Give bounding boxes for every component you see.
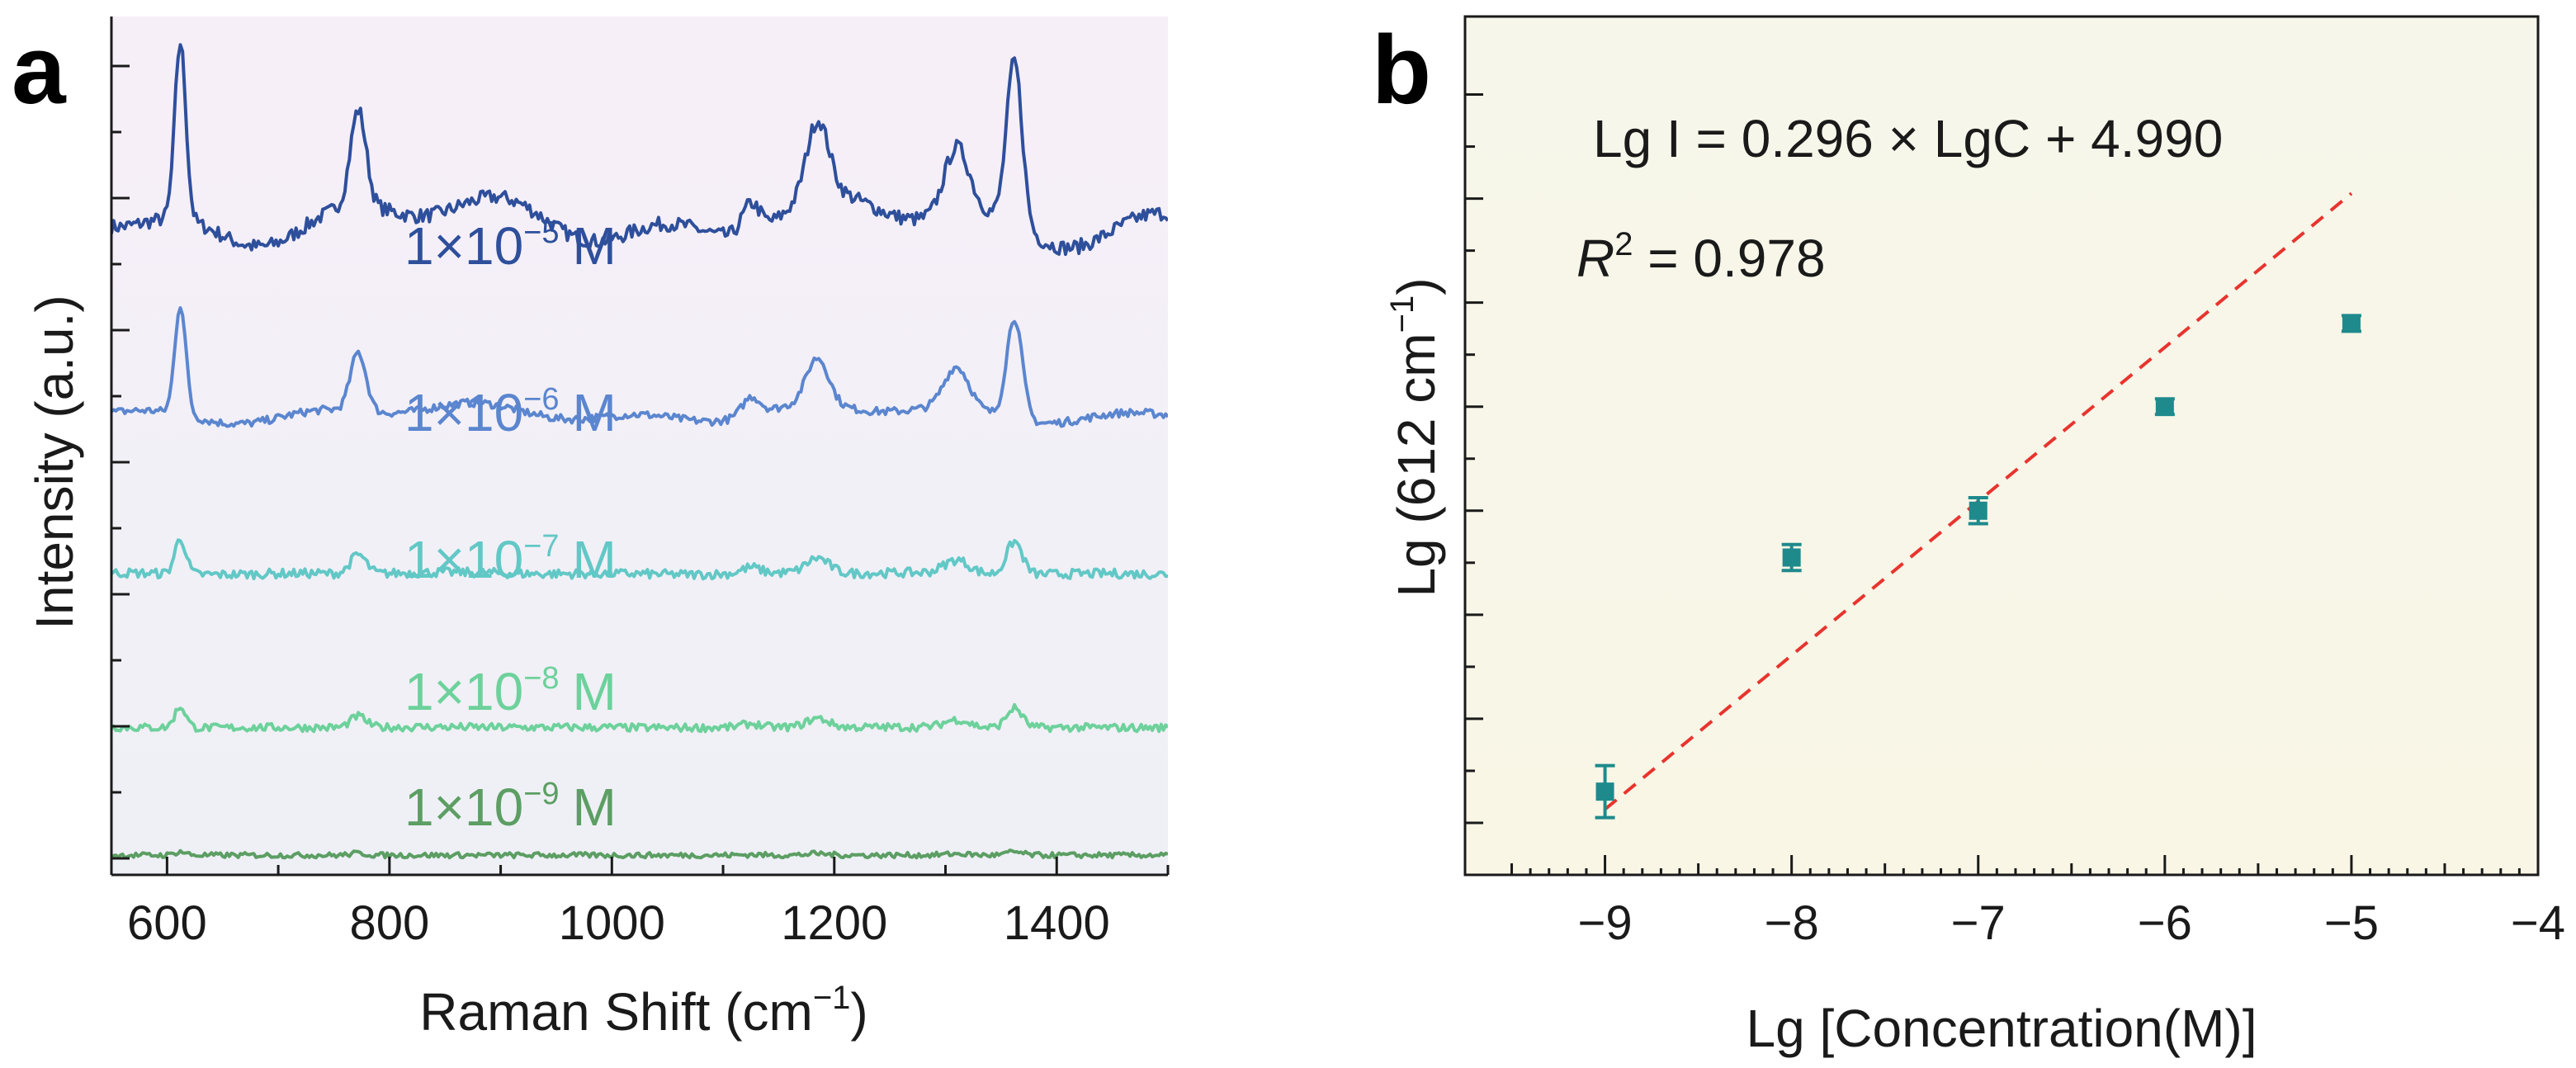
x-tick-label: −4 [2511,896,2565,950]
data-marker [1782,548,1801,567]
data-marker [2155,397,2174,416]
x-axis-label-a: Raman Shift (cm−1) [419,980,867,1042]
y-axis-label-a: Intensity (a.u.) [25,295,84,630]
x-tick-label: −5 [2324,896,2379,950]
x-axis-label-b: Lg [Concentration(M)] [1746,999,2257,1058]
y-ticks-b [1465,93,1483,825]
data-point [1781,542,1802,573]
x-tick-label: 1000 [559,896,665,950]
y-ticks-a [111,64,130,860]
spectrum-line [111,306,1168,428]
x-tick-label: 800 [349,896,429,950]
spectrum-line [111,702,1168,734]
concentration-label: 1×10−8 M [404,661,617,721]
spectrum-line [111,538,1168,581]
x-tick-label: −8 [1765,896,1819,950]
panel-a: a 1×10−5 M 1×10−6 M 1×10−7 M 1×10−8 M 1×10−9 M 60… [12,16,1170,1042]
spectrum-line [111,43,1168,257]
data-point [2154,397,2175,417]
x-tick-label: 600 [127,896,207,950]
x-tick-label: 1200 [781,896,887,950]
spectra-group [111,43,1168,860]
concentration-label: 1×10−7 M [404,529,617,589]
r-squared: R2 = 0.978 [1576,226,1826,288]
spectrum-line [111,848,1168,860]
x-tick-label: −7 [1951,896,2006,950]
x-ticks-b: −9 −8 −7 −6 −5 −4 [1510,855,2565,950]
data-marker [2342,314,2361,333]
panel-label-b: b [1372,16,1431,125]
x-ticks-a: 600 800 1000 1200 1400 [127,857,1170,950]
data-marker [1969,501,1988,520]
panel-b: b −9 −8 −7 −6 −5 −4 Lg I = 0.296 × LgC + 4.99… [1372,15,2565,1058]
x-tick-label: −9 [1577,896,1632,950]
x-tick-label: 1400 [1004,896,1110,950]
concentration-label: 1×10−5 M [404,215,617,276]
data-point [2341,314,2361,333]
data-marker [1595,782,1614,801]
concentration-label: 1×10−9 M [404,777,617,837]
panel-label-a: a [12,16,67,125]
x-tick-label: −6 [2138,896,2192,950]
data-point [1968,496,1988,526]
plot-area-a [111,17,1168,875]
plot-area-b [1463,15,2540,877]
concentration-label: 1×10−6 M [404,382,617,442]
concentration-labels: 1×10−5 M 1×10−6 M 1×10−7 M 1×10−8 M 1×10−9 M [404,215,617,837]
data-points [1595,314,2361,820]
y-axis-label-b: Lg (612 cm−1) [1384,277,1446,597]
fit-equation: Lg I = 0.296 × LgC + 4.990 [1593,109,2223,168]
data-point [1595,763,1615,820]
